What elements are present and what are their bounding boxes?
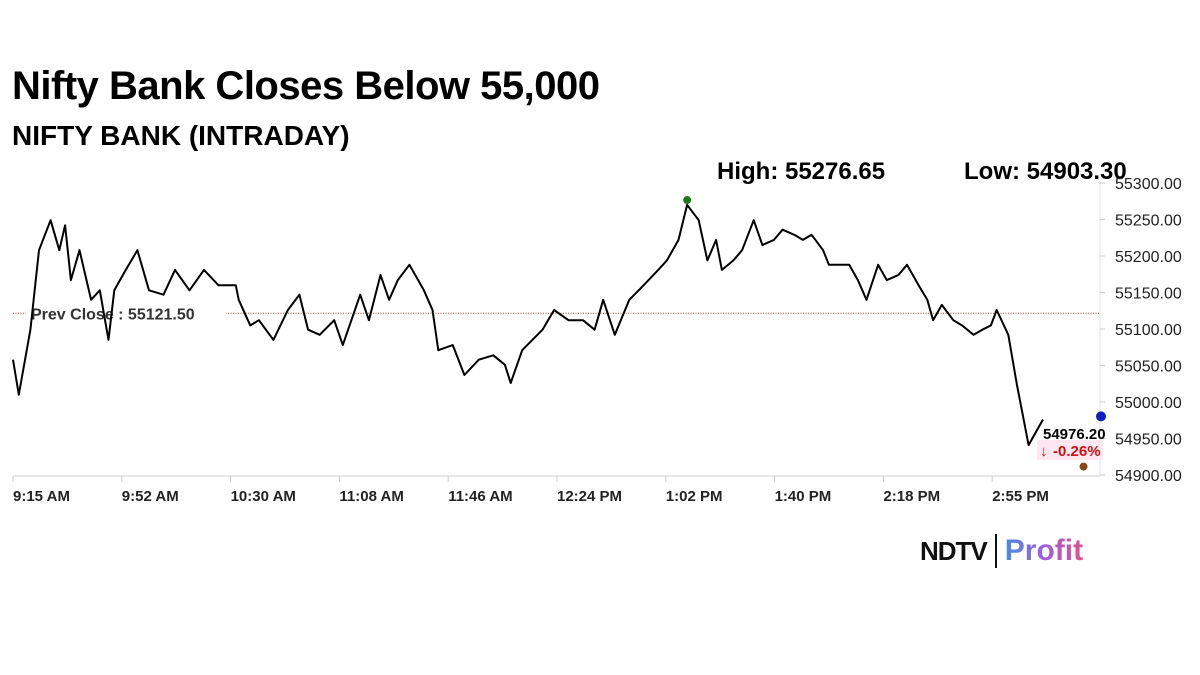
chart-title: Nifty Bank Closes Below 55,000: [12, 64, 600, 108]
prev-close-label: Prev Close : 55121.50: [31, 306, 195, 323]
y-tick-label: 55000.00: [1115, 395, 1182, 412]
y-tick-label: 55050.00: [1115, 359, 1182, 376]
x-tick-label: 11:46 AM: [448, 488, 512, 505]
x-tick-label: 9:15 AM: [13, 488, 70, 505]
y-tick-label: 54900.00: [1115, 468, 1182, 485]
x-tick-label: 1:02 PM: [666, 488, 723, 505]
y-tick-label: 55250.00: [1115, 213, 1182, 230]
high-marker: [683, 196, 692, 205]
x-tick-label: 12:24 PM: [557, 488, 622, 505]
change-label: -0.26%: [1053, 443, 1101, 460]
x-tick-label: 10:30 AM: [231, 488, 296, 505]
y-tick-label: 55300.00: [1115, 176, 1182, 193]
ndtv-profit-logo: NDTV Profit: [920, 534, 1083, 568]
last-marker: [1096, 411, 1106, 422]
arrow-down-icon: ↓: [1040, 443, 1048, 460]
logo-brand: NDTV: [920, 535, 988, 566]
high-label: High: 55276.65: [717, 158, 886, 185]
x-tick-label: 11:08 AM: [339, 488, 403, 505]
low-marker: [1079, 462, 1088, 471]
change-bg: [1037, 440, 1103, 460]
y-tick-label: 54950.00: [1115, 432, 1182, 449]
chart-subtitle: NIFTY BANK (INTRADAY): [12, 120, 350, 151]
y-tick-label: 55150.00: [1115, 286, 1182, 303]
logo-product: Profit: [1004, 534, 1084, 567]
x-tick-label: 2:55 PM: [992, 488, 1049, 505]
logo-divider: [994, 534, 997, 568]
x-tick-label: 1:40 PM: [775, 488, 832, 505]
y-tick-label: 55100.00: [1115, 322, 1182, 339]
low-label: Low: 54903.30: [964, 158, 1127, 185]
prev-close-label-bg: [26, 303, 226, 324]
series-line: [12, 203, 1044, 447]
y-tick-label: 55200.00: [1115, 249, 1182, 266]
x-tick-label: 2:18 PM: [883, 488, 940, 505]
x-tick-label: 9:52 AM: [122, 488, 179, 505]
last-value-label: 54976.20: [1043, 426, 1106, 443]
